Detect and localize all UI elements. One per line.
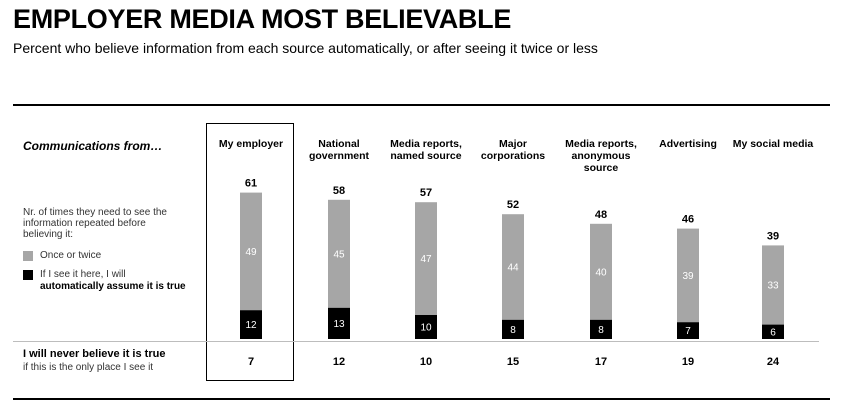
never-believe-value-4: 17 (594, 356, 608, 368)
category-label-line: Media reports, (565, 138, 637, 150)
top-rule (13, 104, 830, 106)
total-label-0: 61 (245, 178, 257, 190)
category-label-6: My social media (725, 138, 821, 150)
bar-gray-3 (502, 214, 524, 320)
bar-black-0 (240, 310, 262, 339)
highlight-box (206, 123, 294, 381)
black-value-label-0: 12 (245, 320, 257, 331)
black-value-label-6: 6 (770, 327, 776, 338)
gray-value-label-1: 45 (333, 249, 345, 260)
black-value-label-3: 8 (510, 325, 516, 336)
legend-black-label-line2: automatically assume it is true (40, 281, 186, 292)
legend-swatch-gray (23, 251, 33, 261)
never-believe-value-5: 19 (681, 356, 695, 368)
bar-black-5 (677, 322, 699, 339)
category-label-line: government (308, 150, 370, 162)
bottom-rule (13, 398, 830, 400)
category-label-line: anonymous (571, 150, 631, 162)
gray-value-label-3: 44 (507, 263, 519, 274)
total-label-2: 57 (420, 187, 432, 199)
category-label-5: Advertising (640, 138, 736, 150)
category-label-3: Major corporations (465, 138, 561, 162)
never-believe-value-3: 15 (506, 356, 520, 368)
chart-title: EMPLOYER MEDIA MOST BELIEVABLE (13, 4, 512, 34)
black-value-label-1: 13 (333, 319, 345, 330)
never-believe-value-6: 24 (766, 356, 780, 368)
divider-rule (13, 341, 819, 342)
category-label-4: Media reports, anonymous source (553, 138, 649, 174)
gray-value-label-5: 39 (682, 271, 694, 282)
category-label-2: Media reports, named source (378, 138, 474, 162)
gray-value-label-6: 33 (767, 281, 779, 292)
chart-subtitle: Percent who believe information from eac… (13, 40, 598, 56)
bar-gray-0 (240, 192, 262, 311)
bar-gray-1 (328, 199, 350, 308)
never-believe-value-2: 10 (419, 356, 433, 368)
legend-swatch-black (23, 270, 33, 280)
category-label-line: National (318, 138, 360, 150)
legend-gray-label: Once or twice (40, 250, 102, 261)
gray-value-label-4: 40 (595, 267, 607, 278)
legend-black-label: If I see it here, I will automatically a… (40, 269, 186, 293)
gray-value-label-0: 49 (245, 247, 257, 258)
black-value-label-5: 7 (685, 326, 691, 337)
total-label-1: 58 (333, 185, 345, 197)
bar-black-1 (328, 307, 350, 339)
bar-gray-4 (590, 223, 612, 320)
bar-gray-2 (415, 202, 437, 315)
legend-intro: Nr. of times they need to see the inform… (23, 207, 167, 240)
black-value-label-4: 8 (598, 325, 604, 336)
total-label-6: 39 (767, 230, 779, 242)
bar-black-6 (762, 324, 784, 339)
bar-gray-6 (762, 245, 784, 325)
category-label-0: My employer (203, 138, 299, 150)
category-label-line: Advertising (659, 138, 717, 150)
category-label-line: named source (390, 150, 462, 162)
category-label-line: Media reports, (390, 138, 462, 150)
total-label-5: 46 (682, 214, 694, 226)
gray-value-label-2: 47 (420, 254, 432, 265)
never-believe-value-0: 7 (247, 356, 255, 368)
never-believe-label: I will never believe it is true (23, 348, 166, 360)
total-label-3: 52 (507, 199, 519, 211)
bar-black-3 (502, 319, 524, 339)
never-believe-value-1: 12 (332, 356, 346, 368)
bar-black-2 (415, 315, 437, 339)
total-label-4: 48 (595, 209, 607, 221)
category-label-line: Major (498, 138, 527, 150)
black-value-label-2: 10 (420, 323, 432, 334)
never-believe-note: if this is the only place I see it (23, 362, 154, 373)
section-label: Communications from… (23, 139, 163, 153)
category-label-line: My employer (218, 138, 284, 150)
bar-black-4 (590, 319, 612, 339)
category-label-1: National government (291, 138, 387, 162)
legend-black-label-line1: If I see it here, I will (40, 269, 126, 280)
category-label-line: source (583, 162, 619, 174)
category-label-line: corporations (480, 150, 546, 162)
bar-gray-5 (677, 228, 699, 323)
category-label-line: My social media (732, 138, 814, 150)
